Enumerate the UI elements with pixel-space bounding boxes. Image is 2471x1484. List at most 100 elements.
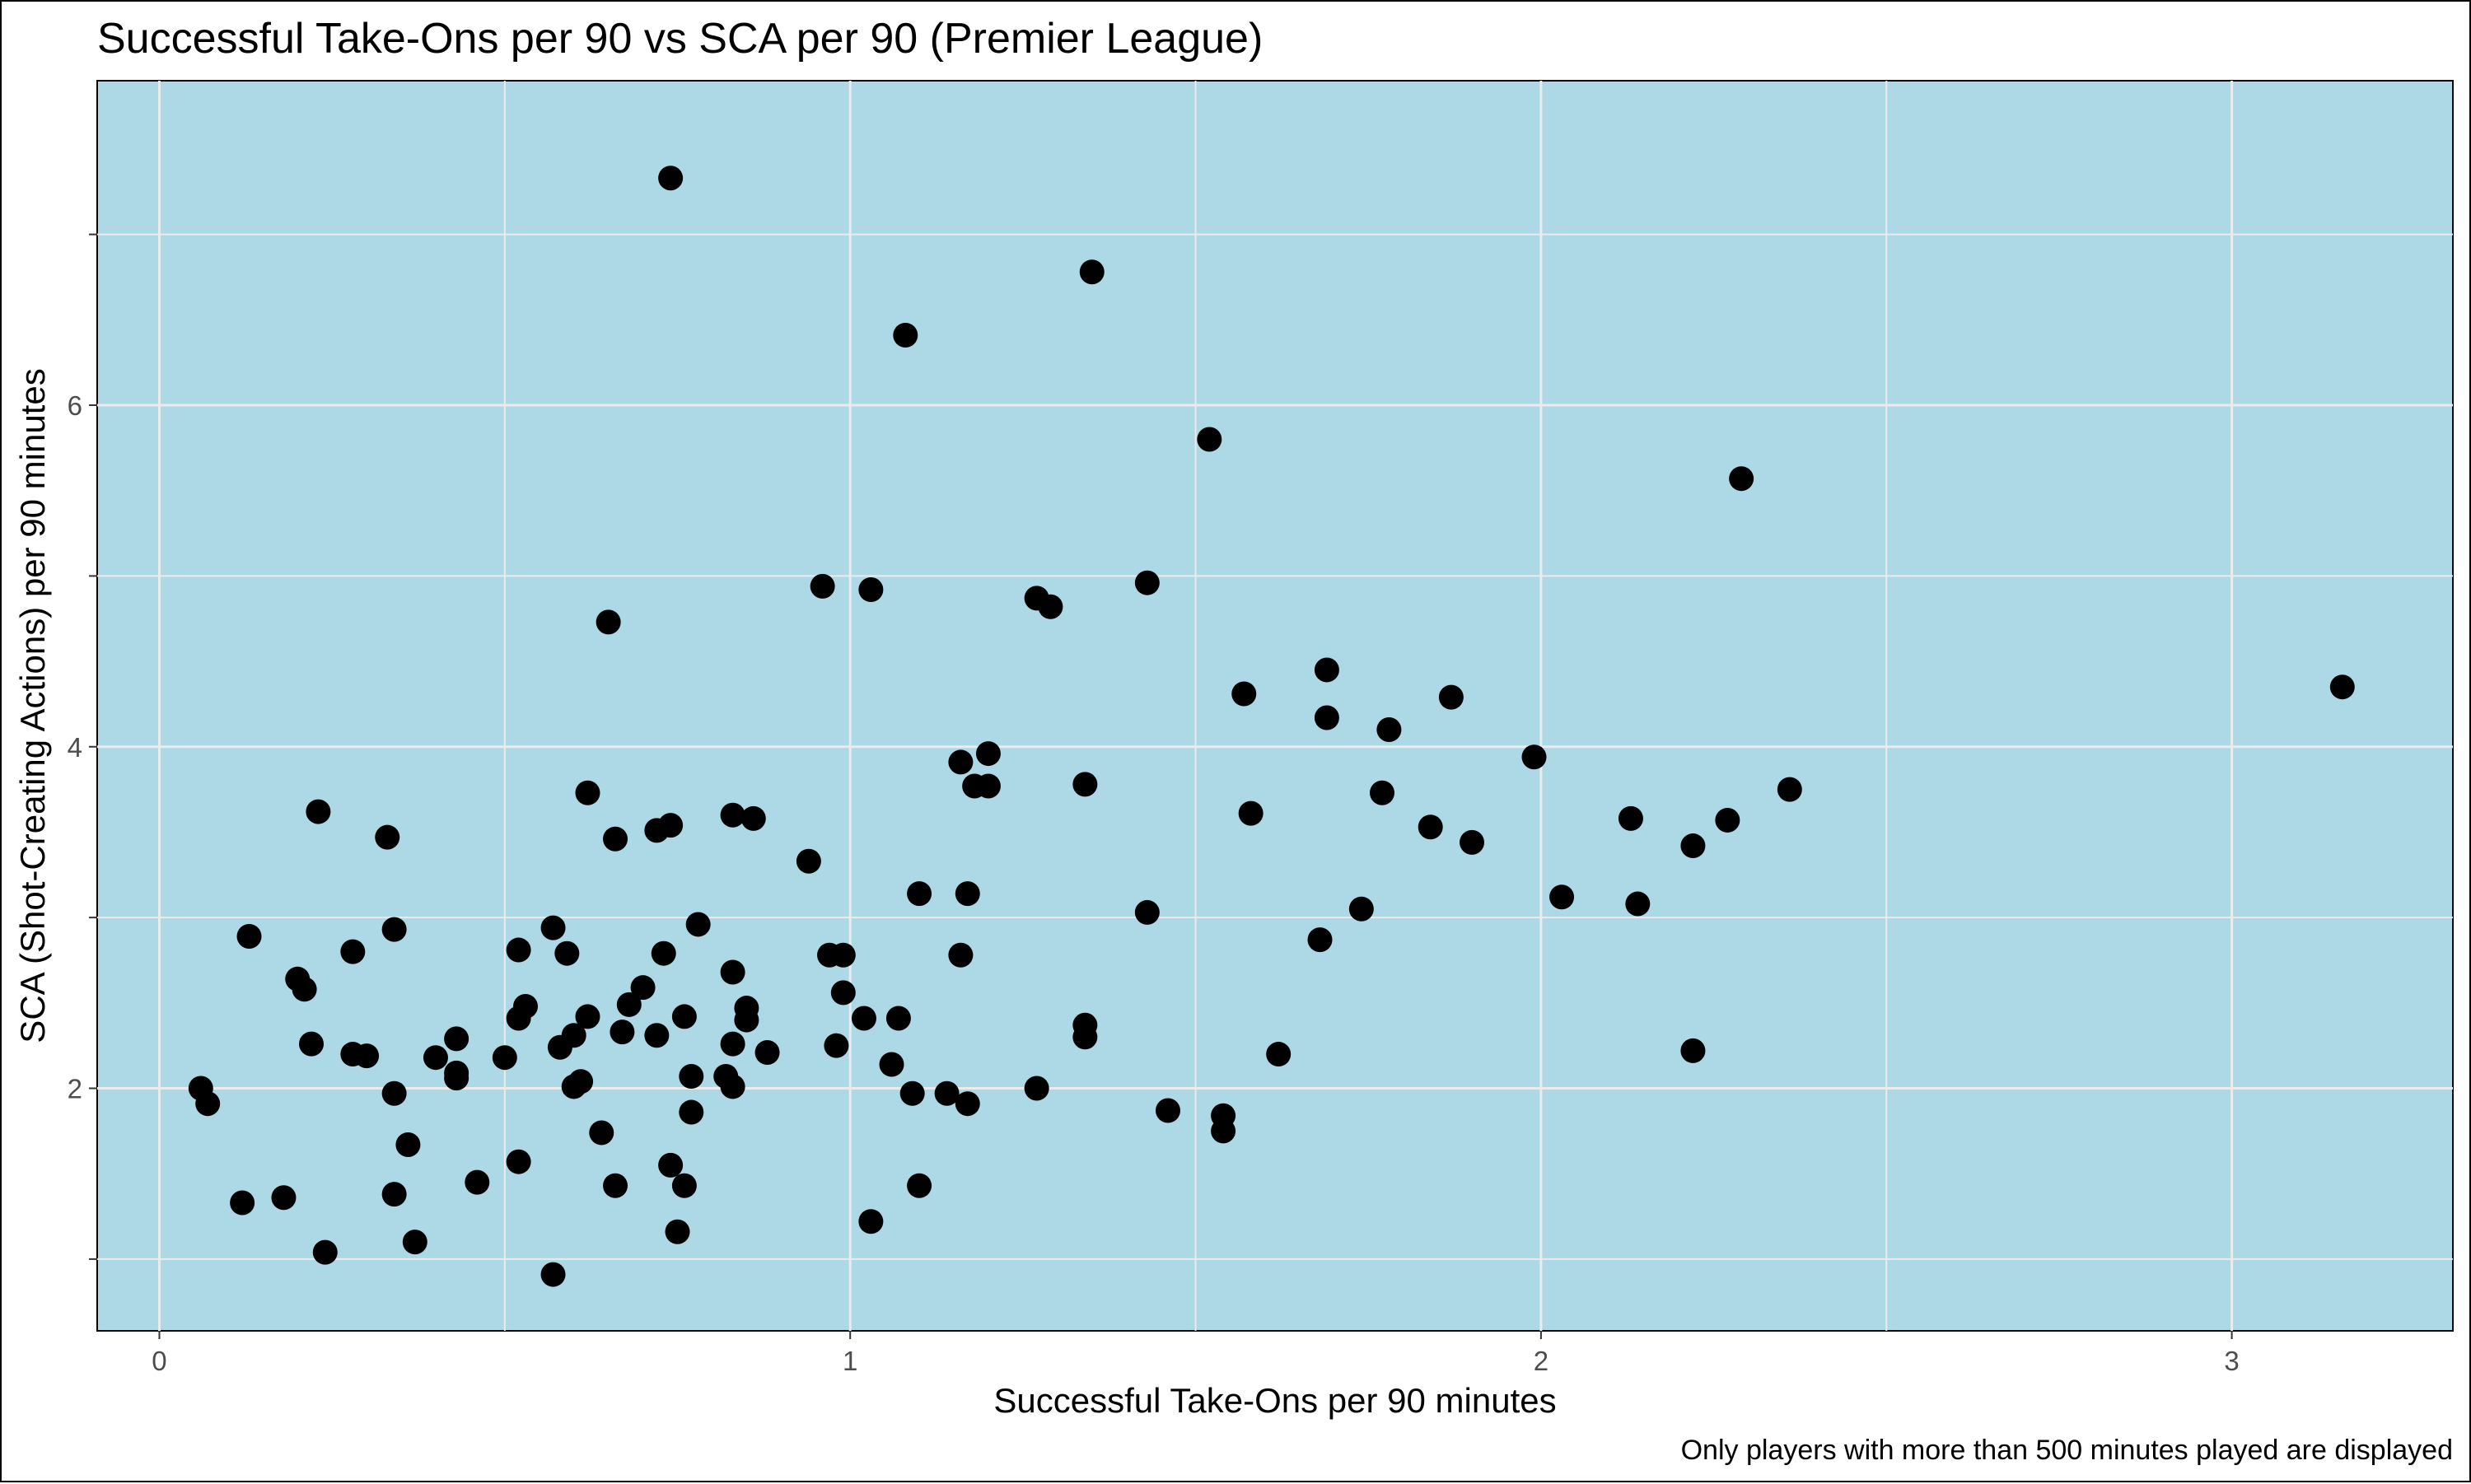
- data-point: [561, 1023, 586, 1048]
- data-point: [1438, 684, 1464, 710]
- data-point: [907, 881, 932, 907]
- data-point: [1715, 807, 1740, 833]
- data-point: [340, 939, 366, 964]
- y-tick-label: 6: [68, 390, 82, 421]
- data-point: [299, 1031, 324, 1057]
- data-point: [1079, 259, 1105, 285]
- x-tick-label: 1: [843, 1346, 857, 1376]
- major-gridlines: [97, 81, 2453, 1331]
- data-point: [658, 1152, 684, 1178]
- data-point: [879, 1052, 904, 1077]
- data-point: [1549, 884, 1575, 910]
- data-point: [354, 1043, 380, 1069]
- data-point: [1418, 814, 1443, 840]
- data-point: [1072, 772, 1098, 797]
- data-point: [603, 826, 628, 852]
- data-point: [1625, 891, 1651, 917]
- data-point: [1348, 896, 1374, 922]
- data-point: [671, 1004, 697, 1029]
- data-point: [651, 940, 676, 966]
- data-point: [1307, 927, 1333, 953]
- data-point: [1521, 744, 1547, 770]
- data-point: [858, 1209, 884, 1234]
- data-point: [1460, 829, 1485, 855]
- data-point: [575, 1004, 600, 1029]
- data-point: [948, 942, 974, 968]
- data-point: [506, 937, 531, 963]
- data-point: [271, 1185, 297, 1211]
- data-point: [1266, 1042, 1292, 1067]
- data-point: [734, 1007, 759, 1033]
- data-point: [402, 1230, 427, 1255]
- x-tick-label: 2: [1534, 1346, 1548, 1376]
- data-point: [381, 917, 407, 942]
- data-point: [899, 1080, 925, 1106]
- data-point: [444, 1026, 469, 1052]
- data-point: [230, 1190, 255, 1216]
- data-point: [1618, 805, 1643, 831]
- plot-panel: [96, 80, 2454, 1332]
- data-point: [589, 1120, 614, 1146]
- y-tick-label: 4: [68, 732, 82, 763]
- data-point: [1314, 657, 1339, 683]
- y-axis-ticks: 2 4 6: [68, 233, 97, 1260]
- data-point: [375, 824, 400, 850]
- data-point: [934, 1080, 960, 1106]
- data-point: [1156, 1098, 1180, 1123]
- data-point: [1134, 899, 1160, 925]
- data-point: [948, 749, 974, 775]
- data-point: [1197, 427, 1222, 452]
- y-tick-label: 2: [68, 1074, 82, 1104]
- data-point: [665, 1219, 690, 1244]
- data-point: [603, 1173, 628, 1198]
- data-point: [893, 322, 918, 348]
- data-point: [671, 1173, 697, 1198]
- data-point: [1072, 1024, 1098, 1050]
- data-point: [1376, 717, 1402, 743]
- data-point: [1231, 681, 1257, 707]
- data-point: [306, 799, 331, 824]
- data-point: [955, 1091, 980, 1117]
- data-point: [312, 1239, 338, 1265]
- minor-gridlines: [97, 81, 2453, 1331]
- chart-caption: Only players with more than 500 minutes …: [1681, 1435, 2453, 1466]
- data-point: [1680, 833, 1706, 859]
- data-point: [423, 1045, 448, 1071]
- data-point: [195, 1091, 221, 1117]
- x-tick-label: 0: [152, 1346, 166, 1376]
- data-point: [740, 805, 766, 831]
- data-point: [610, 1020, 635, 1045]
- chart-title: Successful Take-Ons per 90 vs SCA per 90…: [97, 15, 1263, 63]
- data-point: [975, 773, 1001, 799]
- data-point: [754, 1039, 780, 1065]
- data-point: [679, 1099, 704, 1125]
- data-point: [720, 802, 745, 828]
- data-point: [685, 912, 711, 937]
- data-point: [824, 1033, 849, 1058]
- data-point: [381, 1080, 407, 1106]
- data-point: [1134, 570, 1160, 595]
- data-point: [658, 813, 684, 838]
- data-point: [444, 1060, 469, 1085]
- x-tick-label: 3: [2224, 1346, 2239, 1376]
- data-point: [830, 942, 856, 968]
- data-point: [955, 881, 980, 907]
- data-point: [1211, 1118, 1236, 1144]
- data-point: [858, 576, 884, 602]
- data-point: [1370, 780, 1394, 805]
- data-point: [885, 1006, 911, 1031]
- data-point: [292, 977, 317, 1002]
- x-axis-title: Successful Take-Ons per 90 minutes: [993, 1381, 1556, 1420]
- data-point: [540, 1262, 566, 1287]
- data-point: [658, 166, 684, 191]
- data-point: [465, 1169, 490, 1195]
- data-point: [1238, 800, 1264, 826]
- data-point: [506, 1149, 531, 1174]
- data-point: [236, 923, 262, 949]
- data-point: [975, 741, 1001, 767]
- data-point: [381, 1182, 407, 1207]
- data-point: [720, 959, 745, 985]
- data-point: [1314, 705, 1339, 730]
